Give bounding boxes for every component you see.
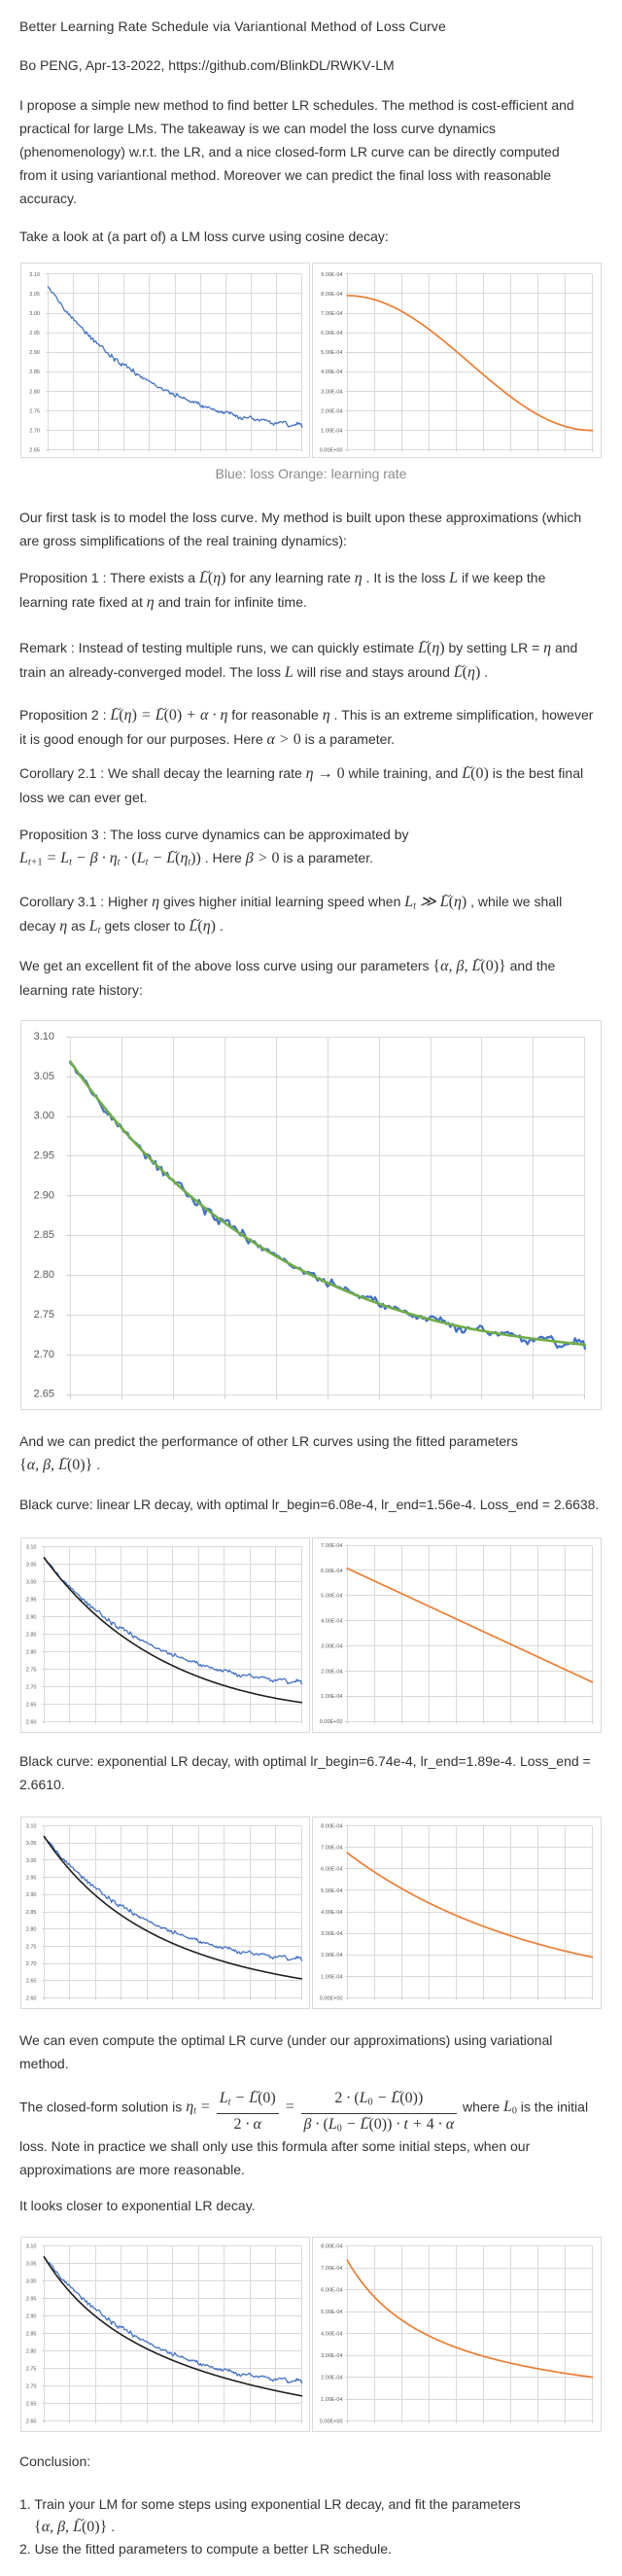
svg-text:2.80: 2.80 <box>26 2349 37 2355</box>
svg-text:3.00E-04: 3.00E-04 <box>321 1931 342 1937</box>
svg-text:0.00E+00: 0.00E+00 <box>320 1995 343 2001</box>
svg-text:3.10: 3.10 <box>26 1545 37 1551</box>
svg-text:2.70: 2.70 <box>29 429 40 435</box>
svg-text:4.00E-04: 4.00E-04 <box>321 370 342 375</box>
svg-text:3.10: 3.10 <box>26 1823 37 1829</box>
svg-text:2.75: 2.75 <box>34 1309 54 1321</box>
svg-text:2.80: 2.80 <box>29 389 40 395</box>
svg-text:0.00E+00: 0.00E+00 <box>320 2419 343 2425</box>
svg-text:7.00E-04: 7.00E-04 <box>321 311 342 317</box>
svg-text:2.70: 2.70 <box>26 1684 37 1690</box>
svg-text:3.00E-04: 3.00E-04 <box>321 1643 342 1649</box>
svg-text:3.00: 3.00 <box>34 1110 54 1121</box>
svg-text:5.00E-04: 5.00E-04 <box>321 1888 342 1894</box>
svg-text:2.80: 2.80 <box>34 1269 54 1281</box>
svg-text:7.00E-04: 7.00E-04 <box>321 1543 342 1549</box>
svg-text:2.70: 2.70 <box>34 1348 54 1359</box>
svg-text:3.00: 3.00 <box>26 1580 37 1586</box>
svg-text:3.10: 3.10 <box>34 1031 54 1042</box>
svg-text:5.00E-04: 5.00E-04 <box>321 350 342 356</box>
svg-text:2.60: 2.60 <box>26 1995 37 2001</box>
svg-text:2.65: 2.65 <box>26 1979 37 1985</box>
svg-text:2.90: 2.90 <box>34 1189 54 1201</box>
svg-text:5.00E-04: 5.00E-04 <box>321 1594 342 1600</box>
svg-text:8.00E-04: 8.00E-04 <box>321 292 342 298</box>
svg-text:2.75: 2.75 <box>26 2367 37 2373</box>
svg-text:3.00E-04: 3.00E-04 <box>321 389 342 395</box>
svg-text:2.75: 2.75 <box>26 1944 37 1950</box>
svg-text:3.05: 3.05 <box>26 2262 37 2268</box>
svg-text:1.00E-04: 1.00E-04 <box>321 429 342 435</box>
svg-text:1.00E-04: 1.00E-04 <box>321 2397 342 2403</box>
svg-text:2.00E-04: 2.00E-04 <box>321 408 342 414</box>
svg-text:4.00E-04: 4.00E-04 <box>321 2332 342 2338</box>
svg-text:2.75: 2.75 <box>26 1667 37 1673</box>
svg-text:6.00E-04: 6.00E-04 <box>321 2288 342 2294</box>
svg-text:3.00: 3.00 <box>26 1858 37 1864</box>
svg-text:2.65: 2.65 <box>29 448 40 454</box>
svg-text:2.95: 2.95 <box>26 1875 37 1881</box>
svg-text:2.80: 2.80 <box>26 1649 37 1655</box>
svg-text:3.10: 3.10 <box>29 272 40 278</box>
svg-text:3.10: 3.10 <box>26 2244 37 2250</box>
svg-text:2.95: 2.95 <box>34 1149 54 1161</box>
svg-text:3.05: 3.05 <box>26 1563 37 1569</box>
svg-text:3.05: 3.05 <box>26 1841 37 1847</box>
svg-text:2.90: 2.90 <box>26 1614 37 1620</box>
svg-text:3.00: 3.00 <box>26 2279 37 2285</box>
svg-text:5.00E-04: 5.00E-04 <box>321 2310 342 2315</box>
svg-text:0.00E+00: 0.00E+00 <box>320 448 343 454</box>
svg-text:2.75: 2.75 <box>29 408 40 414</box>
svg-text:1.00E-04: 1.00E-04 <box>321 1694 342 1700</box>
svg-text:2.60: 2.60 <box>26 2419 37 2425</box>
svg-text:3.00E-04: 3.00E-04 <box>321 2353 342 2359</box>
svg-text:2.85: 2.85 <box>34 1229 54 1241</box>
svg-text:2.95: 2.95 <box>29 331 40 336</box>
svg-text:3.00: 3.00 <box>29 311 40 317</box>
svg-text:2.00E-04: 2.00E-04 <box>321 1669 342 1675</box>
svg-text:2.65: 2.65 <box>26 2402 37 2408</box>
svg-text:2.90: 2.90 <box>26 1892 37 1898</box>
svg-text:2.90: 2.90 <box>29 350 40 356</box>
svg-text:8.00E-04: 8.00E-04 <box>321 1823 342 1829</box>
svg-text:6.00E-04: 6.00E-04 <box>321 331 342 336</box>
svg-text:2.85: 2.85 <box>26 1632 37 1638</box>
svg-text:6.00E-04: 6.00E-04 <box>321 1867 342 1873</box>
svg-text:2.80: 2.80 <box>26 1927 37 1933</box>
svg-text:8.00E-04: 8.00E-04 <box>321 2244 342 2250</box>
svg-text:0.00E+00: 0.00E+00 <box>320 1719 343 1725</box>
svg-text:3.05: 3.05 <box>34 1070 54 1081</box>
svg-text:6.00E-04: 6.00E-04 <box>321 1569 342 1574</box>
svg-text:2.65: 2.65 <box>26 1702 37 1708</box>
svg-text:7.00E-04: 7.00E-04 <box>321 1845 342 1851</box>
svg-text:4.00E-04: 4.00E-04 <box>321 1619 342 1625</box>
svg-text:2.95: 2.95 <box>26 2297 37 2303</box>
svg-text:2.90: 2.90 <box>26 2314 37 2320</box>
svg-text:2.95: 2.95 <box>26 1597 37 1603</box>
svg-text:2.85: 2.85 <box>29 370 40 375</box>
svg-text:3.05: 3.05 <box>29 292 40 298</box>
svg-text:2.85: 2.85 <box>26 2332 37 2338</box>
svg-text:2.70: 2.70 <box>26 2384 37 2390</box>
svg-text:2.00E-04: 2.00E-04 <box>321 2376 342 2382</box>
svg-text:4.00E-04: 4.00E-04 <box>321 1910 342 1916</box>
svg-text:2.70: 2.70 <box>26 1961 37 1967</box>
svg-text:2.85: 2.85 <box>26 1910 37 1916</box>
svg-text:1.00E-04: 1.00E-04 <box>321 1974 342 1980</box>
svg-text:9.00E-04: 9.00E-04 <box>321 272 342 278</box>
svg-text:7.00E-04: 7.00E-04 <box>321 2267 342 2273</box>
svg-text:2.60: 2.60 <box>26 1719 37 1725</box>
svg-text:2.00E-04: 2.00E-04 <box>321 1953 342 1958</box>
svg-text:2.65: 2.65 <box>34 1388 54 1399</box>
